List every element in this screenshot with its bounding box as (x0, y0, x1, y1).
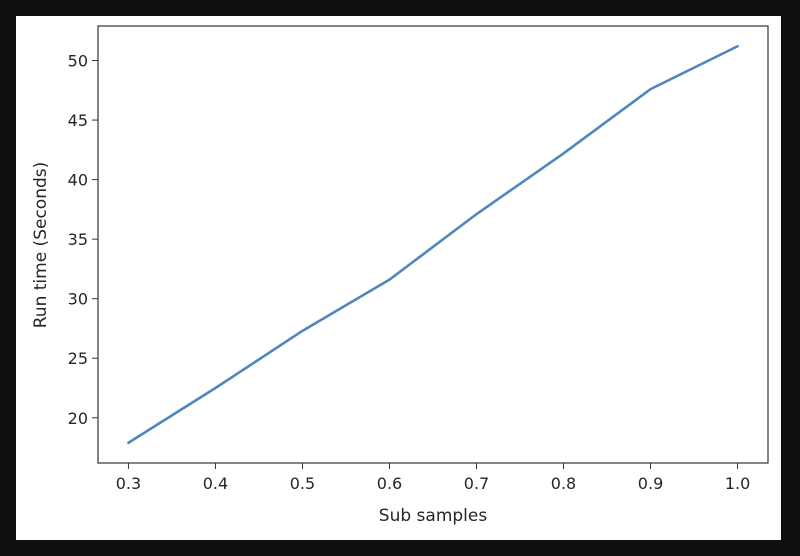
x-tick-label: 0.6 (377, 474, 402, 493)
plot-frame (97, 25, 769, 464)
plot-area (97, 25, 769, 464)
chart-canvas: 0.3 0.4 0.5 0.6 0.7 0.8 0.9 1.0 20 25 30 35 40 45 50 … (16, 16, 781, 540)
x-tick-label: 0.4 (203, 474, 228, 493)
x-tick-label: 0.9 (638, 474, 663, 493)
y-tick-label: 40 (68, 171, 88, 190)
y-tick-label: 35 (68, 230, 88, 249)
y-tick-label: 30 (68, 290, 88, 309)
x-axis-label: Sub samples (379, 506, 488, 526)
x-tick-label: 0.8 (551, 474, 576, 493)
y-axis-label: Run time (Seconds) (31, 162, 51, 329)
y-tick-label: 50 (68, 52, 88, 71)
series-layer (127, 44, 739, 445)
x-axis: 0.3 0.4 0.5 0.6 0.7 0.8 0.9 1.0 (116, 463, 750, 493)
y-tick-label: 45 (68, 111, 88, 130)
y-tick-label: 25 (68, 349, 88, 368)
x-tick-label: 1.0 (725, 474, 750, 493)
x-tick-label: 0.3 (116, 474, 141, 493)
series-line (127, 44, 739, 445)
line-chart: 0.3 0.4 0.5 0.6 0.7 0.8 0.9 1.0 20253035404550 … (31, 25, 769, 526)
y-tick-label: 20 (68, 409, 88, 428)
y-axis: 20 25 30 35 40 45 50 (68, 52, 98, 428)
x-tick-label: 0.5 (290, 474, 315, 493)
x-tick-label: 0.7 (464, 474, 489, 493)
